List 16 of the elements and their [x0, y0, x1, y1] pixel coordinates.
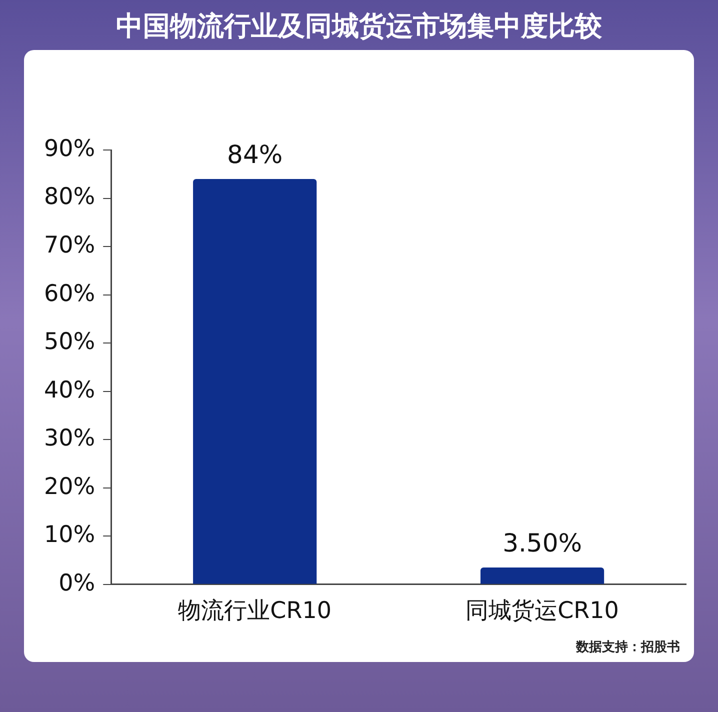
y-tick-label: 30% — [44, 426, 96, 452]
y-tick-label: 50% — [44, 329, 96, 356]
data-label: 3.50% — [502, 528, 582, 558]
x-tick-label: 同城货运CR10 — [466, 598, 619, 624]
x-tick-label: 物流行业CR10 — [178, 598, 332, 624]
y-tick-label: 60% — [44, 280, 96, 307]
data-label: 84% — [227, 140, 283, 169]
y-tick-label: 70% — [44, 232, 96, 258]
y-tick-label: 90% — [44, 136, 96, 162]
y-tick-label: 40% — [44, 377, 96, 404]
chart-title: 中国物流行业及同城货运市场集中度比较 — [115, 10, 603, 44]
y-tick-label: 0% — [58, 570, 96, 596]
y-tick-label: 20% — [44, 474, 96, 500]
text: 数据支持：招股书 — [576, 639, 680, 656]
y-tick-label: 10% — [44, 522, 96, 548]
y-tick-label: 80% — [44, 184, 96, 210]
